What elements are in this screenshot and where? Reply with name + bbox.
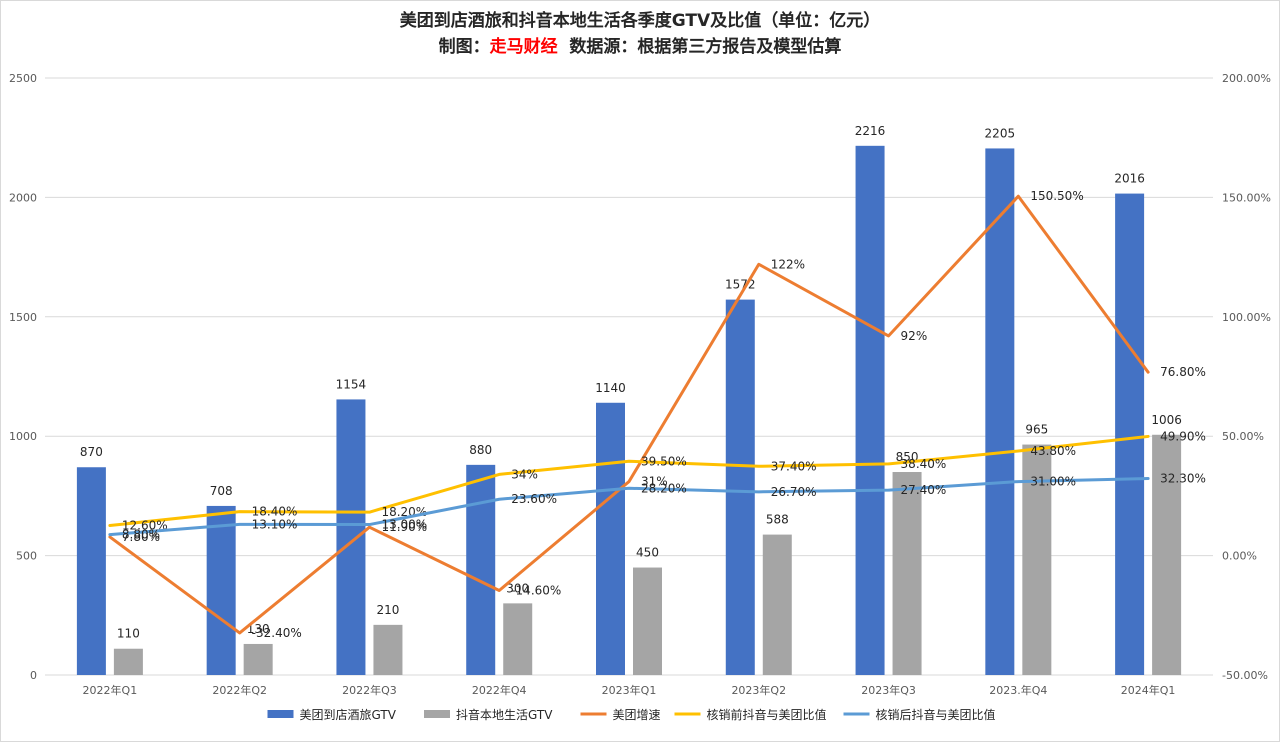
x-tick-label: 2023年Q1 [602,683,657,697]
bar [1115,193,1145,675]
bar-data-label: 300 [506,581,529,595]
bar [243,643,273,675]
bar-data-label: 210 [376,603,399,617]
bar-data-label: 130 [247,622,270,636]
legend-label: 美团到店酒旅GTV [300,708,397,722]
bar [206,505,236,675]
y-left-tick-label: 2000 [9,191,37,204]
line-data-label: 31% [641,475,668,489]
line-data-label: 13.10% [252,517,298,531]
x-tick-label: 2022年Q4 [472,683,527,697]
line-data-label: 92% [901,329,928,343]
bar-data-label: 965 [1025,423,1048,437]
line-data-label: 32.30% [1160,471,1206,485]
bar [503,603,533,675]
line-data-label: 27.40% [901,483,947,497]
line-data-label: 38.40% [901,457,947,471]
bar [336,399,366,675]
line-data-label: 39.50% [641,454,687,468]
legend-label: 核销后抖音与美团比值 [876,707,996,722]
bar [633,567,662,675]
bar [1022,444,1052,675]
x-tick-label: 2024年Q1 [1121,683,1176,697]
series-line [108,476,1150,537]
bar [596,402,625,675]
x-tick-label: 2022年Q2 [212,683,267,697]
bar [466,464,496,675]
bar-data-label: 2205 [985,126,1016,140]
bar [373,624,403,675]
y-left-tick-label: 1500 [9,311,37,324]
line-data-label: 31.00% [1030,475,1076,489]
line-data-label: -32.40% [252,626,302,640]
bar-data-label: 870 [80,445,103,459]
bar-data-label: 588 [766,513,789,527]
line-data-label: 23.60% [511,492,557,506]
line-data-label: 26.70% [771,485,817,499]
bar [725,299,755,675]
bar-data-label: 1140 [595,381,626,395]
x-tick-label: 2023年Q3 [861,683,916,697]
y-left-tick-label: 500 [16,550,37,563]
bar [1152,434,1182,675]
bar-data-label: 2216 [855,124,886,138]
line-data-label: 18.40% [252,505,298,519]
series-line [108,194,1150,635]
line-data-label: 12.60% [122,519,168,533]
y-left-tick-label: 1000 [9,430,37,443]
legend-swatch [267,710,294,718]
bar [762,534,792,675]
y-right-tick-label: 0.00% [1222,550,1257,563]
line-data-label: 37.40% [771,459,817,473]
bar [855,145,885,675]
line-data-label: 43.80% [1030,444,1076,458]
bar-data-label: 110 [117,627,140,641]
y-right-tick-label: 100.00% [1222,311,1271,324]
line-data-label: 122% [771,257,805,271]
y-right-tick-label: 50.00% [1222,430,1264,443]
title-line-1: 美团到店酒旅和抖音本地生活各季度GTV及比值（单位：亿元） [399,11,881,31]
x-tick-label: 2023年Q2 [731,683,786,697]
x-tick-label: 2023.年Q4 [989,683,1047,697]
y-right-tick-label: 150.00% [1222,191,1271,204]
line-data-label: -14.60% [511,583,561,597]
bar-data-label: 708 [210,484,233,498]
legend-label: 抖音本地生活GTV [456,707,553,722]
line-data-label: 8.80% [122,528,160,542]
line-data-label: 34% [511,467,538,481]
y-left-tick-label: 2500 [9,72,37,85]
line-data-label: 13.00% [381,518,427,532]
bar-data-label: 2016 [1114,172,1145,186]
bar [985,148,1015,676]
legend-label: 美团增速 [613,708,661,722]
legend-label: 核销前抖音与美团比值 [707,707,827,722]
line-data-label: 150.50% [1030,189,1083,203]
title-source: 数据源：根据第三方报告及模型估算 [557,37,842,57]
series-line [108,434,1150,528]
line-data-label: 28.20% [641,481,687,495]
bar-data-label: 1154 [336,377,367,391]
title-line-2: 制图：走马财经 数据源：根据第三方报告及模型估算 [0,34,1280,60]
title-brand: 走马财经 [489,37,558,57]
bar [113,648,143,675]
y-left-tick-label: 0 [30,669,37,682]
y-right-tick-label: 200.00% [1222,72,1271,85]
title-credit-prefix: 制图： [438,37,490,57]
x-tick-label: 2022年Q1 [83,683,138,697]
bar-data-label: 1006 [1151,413,1182,427]
bar-data-label: 880 [469,443,492,457]
bar [76,467,106,675]
bar-data-label: 450 [636,546,659,560]
x-tick-label: 2022年Q3 [342,683,397,697]
y-right-tick-label: -50.00% [1222,669,1268,682]
bar [892,472,922,675]
line-data-label: 49.90% [1160,429,1206,443]
line-data-label: 11.90% [381,520,427,534]
line-data-label: 76.80% [1160,365,1206,379]
chart-title: 美团到店酒旅和抖音本地生活各季度GTV及比值（单位：亿元） 制图：走马财经 数据… [0,8,1280,60]
legend-swatch [424,710,450,718]
